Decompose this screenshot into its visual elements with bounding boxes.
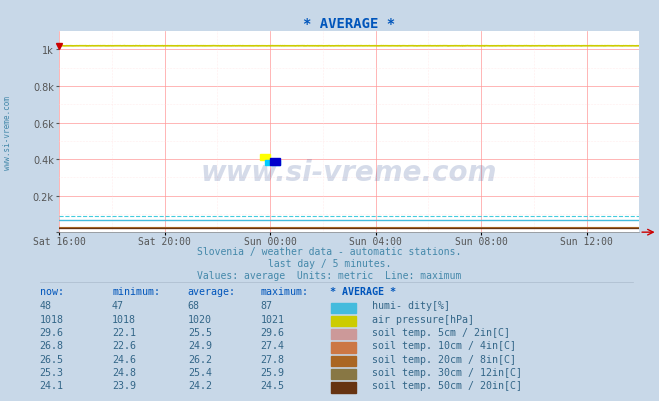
Text: 47: 47 xyxy=(112,301,124,311)
Bar xyxy=(260,154,270,161)
Text: 29.6: 29.6 xyxy=(40,327,63,337)
Text: soil temp. 10cm / 4in[C]: soil temp. 10cm / 4in[C] xyxy=(372,340,517,350)
Text: now:: now: xyxy=(40,287,63,297)
Text: 27.8: 27.8 xyxy=(260,354,284,364)
Text: 25.9: 25.9 xyxy=(260,367,284,377)
Text: 22.1: 22.1 xyxy=(112,327,136,337)
Text: 24.6: 24.6 xyxy=(112,354,136,364)
Title: * AVERAGE *: * AVERAGE * xyxy=(303,17,395,31)
Text: 24.8: 24.8 xyxy=(112,367,136,377)
Text: www.si-vreme.com: www.si-vreme.com xyxy=(3,95,13,169)
Text: soil temp. 30cm / 12in[C]: soil temp. 30cm / 12in[C] xyxy=(372,367,523,377)
Text: soil temp. 5cm / 2in[C]: soil temp. 5cm / 2in[C] xyxy=(372,327,510,337)
Text: air pressure[hPa]: air pressure[hPa] xyxy=(372,314,474,324)
Text: 25.3: 25.3 xyxy=(40,367,63,377)
Text: Slovenia / weather data - automatic stations.: Slovenia / weather data - automatic stat… xyxy=(197,247,462,257)
Text: humi- dity[%]: humi- dity[%] xyxy=(372,301,450,311)
Text: 25.4: 25.4 xyxy=(188,367,212,377)
Text: 87: 87 xyxy=(260,301,272,311)
Text: 23.9: 23.9 xyxy=(112,380,136,390)
Text: 26.2: 26.2 xyxy=(188,354,212,364)
Text: 29.6: 29.6 xyxy=(260,327,284,337)
Text: 22.6: 22.6 xyxy=(112,340,136,350)
Text: 24.2: 24.2 xyxy=(188,380,212,390)
Text: 24.1: 24.1 xyxy=(40,380,63,390)
Text: 24.5: 24.5 xyxy=(260,380,284,390)
Text: 1020: 1020 xyxy=(188,314,212,324)
Text: minimum:: minimum: xyxy=(112,287,160,297)
Text: 26.8: 26.8 xyxy=(40,340,63,350)
Text: 27.4: 27.4 xyxy=(260,340,284,350)
Text: 24.9: 24.9 xyxy=(188,340,212,350)
Text: 48: 48 xyxy=(40,301,51,311)
Text: last day / 5 minutes.: last day / 5 minutes. xyxy=(268,259,391,269)
Text: 25.5: 25.5 xyxy=(188,327,212,337)
Text: www.si-vreme.com: www.si-vreme.com xyxy=(201,158,498,186)
Text: Values: average  Units: metric  Line: maximum: Values: average Units: metric Line: maxi… xyxy=(197,271,462,281)
Text: 68: 68 xyxy=(188,301,200,311)
Bar xyxy=(270,158,281,165)
Text: 26.5: 26.5 xyxy=(40,354,63,364)
Text: average:: average: xyxy=(188,287,236,297)
Text: maximum:: maximum: xyxy=(260,287,308,297)
Text: soil temp. 20cm / 8in[C]: soil temp. 20cm / 8in[C] xyxy=(372,354,517,364)
Text: 1021: 1021 xyxy=(260,314,284,324)
Bar xyxy=(265,161,281,166)
Text: 1018: 1018 xyxy=(40,314,63,324)
Text: soil temp. 50cm / 20in[C]: soil temp. 50cm / 20in[C] xyxy=(372,380,523,390)
Text: * AVERAGE *: * AVERAGE * xyxy=(330,287,395,297)
Text: 1018: 1018 xyxy=(112,314,136,324)
